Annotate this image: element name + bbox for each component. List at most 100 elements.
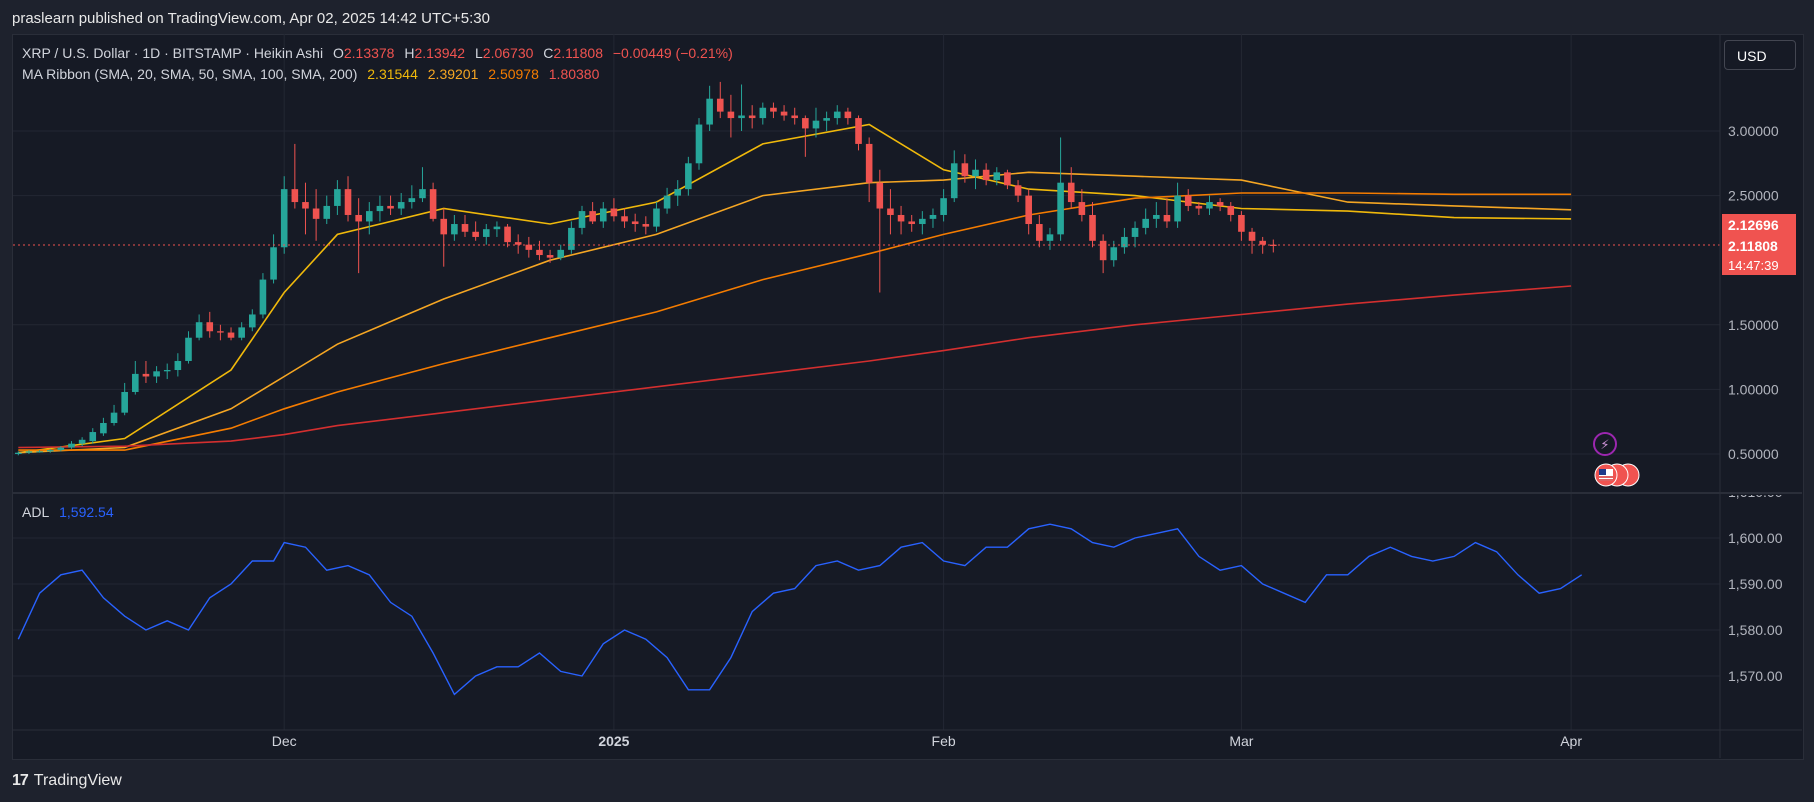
event-marker-flash[interactable]: ⚡ (1593, 432, 1617, 456)
candle-body (1206, 202, 1213, 209)
candle-body (599, 208, 607, 222)
candle-body (1110, 247, 1118, 261)
price-tick-label: 1.00000 (1728, 381, 1779, 397)
candle-body (1142, 218, 1149, 228)
candle-body (355, 214, 362, 222)
candle-body (15, 452, 22, 454)
candle-body (727, 111, 735, 119)
candle-body (461, 224, 469, 232)
candle-body (1121, 236, 1128, 248)
tradingview-brand: TradingView (33, 772, 122, 789)
candle-body (1174, 195, 1181, 222)
time-tick-label: 2025 (598, 733, 629, 749)
candle-body (706, 98, 713, 125)
adl-tick-label: 1,570.00 (1728, 668, 1783, 684)
candle-body (1131, 227, 1139, 237)
candle-body (1046, 234, 1054, 241)
price-tag-close: 2.11808 (1722, 236, 1796, 257)
candle-body (36, 451, 43, 453)
price-tick-label: 0.50000 (1728, 446, 1779, 462)
price-tick-label: 3.00000 (1728, 123, 1779, 139)
candle-body (876, 182, 884, 209)
publisher-caption: praslearn published on TradingView.com, … (12, 10, 490, 27)
candle-body (376, 205, 384, 212)
tradingview-logo[interactable]: 17 TradingView (12, 772, 122, 790)
chart-frame[interactable] (12, 34, 1804, 760)
candle-body (972, 169, 979, 177)
tradingview-logo-icon: 17 (12, 772, 29, 789)
candle-body (1195, 205, 1203, 209)
symbol-title[interactable]: XRP / U.S. Dollar · 1D · BITSTAMP · Heik… (22, 45, 324, 61)
candle-body (514, 242, 522, 245)
candle-body (110, 412, 118, 423)
candle-body (621, 216, 628, 222)
candle-body (504, 226, 511, 243)
candle-body (610, 208, 618, 217)
candle-body (823, 118, 830, 121)
candle-body (578, 211, 586, 228)
adl-line (17, 523, 1583, 696)
candle-body (1089, 214, 1096, 241)
candle-body (961, 163, 969, 177)
symbol-legend[interactable]: XRP / U.S. Dollar · 1D · BITSTAMP · Heik… (22, 45, 739, 61)
candle-body (940, 198, 947, 215)
candle-body (89, 432, 97, 442)
candle-body (802, 118, 809, 129)
ma-ribbon-legend[interactable]: MA Ribbon (SMA, 20, SMA, 50, SMA, 100, S… (22, 66, 605, 82)
candle-body (206, 322, 214, 332)
candle-body (25, 451, 33, 453)
currency-button[interactable]: USD (1724, 40, 1796, 70)
candle-body (365, 211, 373, 222)
candle-body (770, 107, 777, 112)
candle-body (259, 279, 267, 315)
candle-body (270, 247, 277, 280)
candle-body (568, 227, 575, 250)
candle-body (302, 202, 309, 209)
candle-body (1057, 182, 1064, 235)
adl-legend[interactable]: ADL 1,592.54 (22, 504, 120, 520)
candle-body (919, 218, 926, 225)
adl-label[interactable]: ADL (22, 504, 50, 520)
candle-body (557, 249, 565, 258)
candle-body (897, 214, 905, 222)
candle-body (865, 143, 873, 183)
candle-body (1036, 224, 1043, 241)
candle-body (642, 224, 650, 227)
candle-body (993, 172, 1001, 181)
ohlc-close: C2.11808 (543, 45, 603, 61)
candle-body (1248, 231, 1256, 241)
candle-body (589, 211, 596, 222)
candle-body (748, 115, 756, 119)
ma-ribbon-label[interactable]: MA Ribbon (SMA, 20, SMA, 50, SMA, 100, S… (22, 66, 358, 82)
time-tick-label: Apr (1560, 733, 1582, 749)
candle-body (132, 373, 139, 392)
candle-body (1163, 214, 1171, 222)
candle-body (312, 208, 320, 219)
candle-body (759, 107, 767, 119)
candle-body (100, 422, 107, 434)
candle-body (780, 111, 788, 116)
ohlc-low: L2.06730 (474, 45, 534, 61)
candle-body (1004, 172, 1011, 186)
candle-body (1078, 202, 1086, 215)
candle-body (334, 189, 341, 206)
candle-body (1238, 214, 1245, 232)
price-tick-label: 2.50000 (1728, 188, 1779, 204)
time-tick-label: Mar (1229, 733, 1253, 749)
adl-tick-label: 1,600.00 (1728, 530, 1783, 546)
candle-body (153, 371, 160, 377)
candle-body (482, 229, 490, 237)
candle-body (929, 214, 937, 219)
candle-body (46, 450, 54, 452)
candle-body (812, 120, 820, 129)
candle-body (546, 255, 554, 258)
price-tick-label: 1.50000 (1728, 317, 1779, 333)
bar-countdown: 14:47:39 (1722, 257, 1796, 275)
ma50-value: 2.39201 (427, 66, 479, 82)
candle-body (663, 195, 671, 209)
ohlc-high: H2.13942 (404, 45, 466, 61)
candle-body (238, 327, 245, 338)
event-marker-us-flags[interactable] (1594, 463, 1640, 487)
candle-body (1025, 195, 1032, 225)
